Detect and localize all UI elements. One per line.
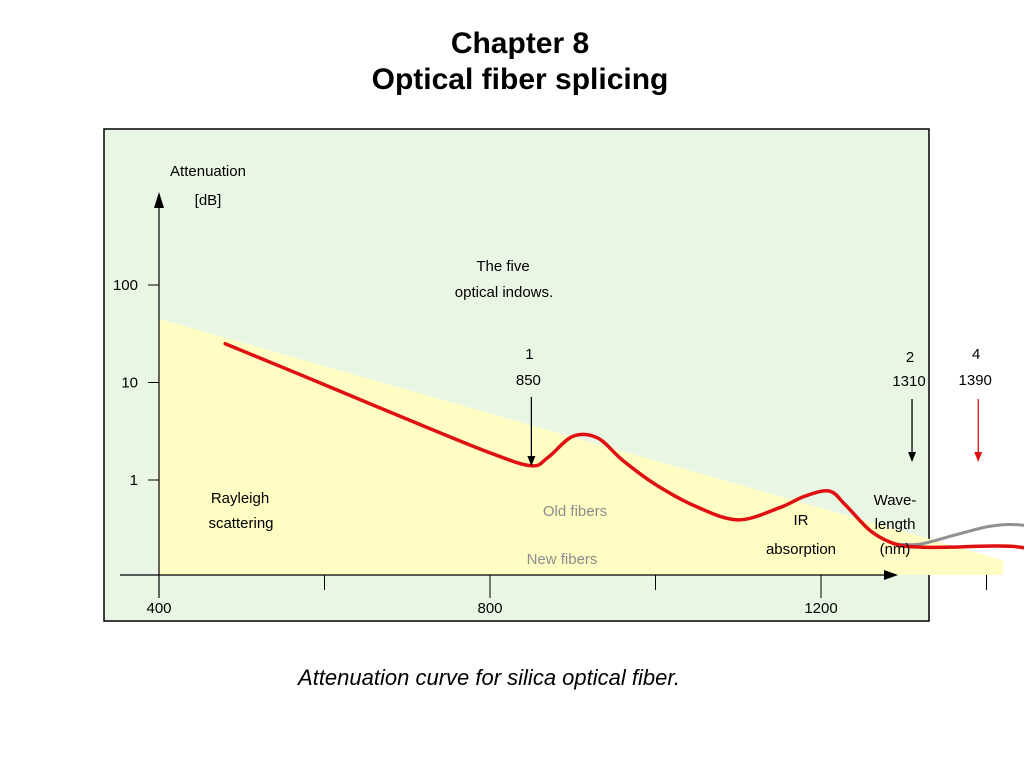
optical-windows: 18502131041390315505161061700 [516,346,992,466]
tick-labels: 400800120016002000110100 [113,277,838,617]
windows-title-line2: optical indows. [455,284,553,301]
rayleigh-label-line2: scattering [208,515,273,532]
y-axis-label-line2: [dB] [195,192,222,209]
new-fibers-curve [223,341,1024,550]
x-tick-label: 400 [146,600,171,617]
window-number: 2 [906,349,914,366]
old-fibers-label: Old fibers [543,503,607,520]
window-arrowhead [527,456,536,466]
window-arrowhead [974,452,983,462]
rayleigh-region [159,318,1004,575]
rayleigh-label-line1: Rayleigh [211,490,269,507]
attenuation-chart: 400800120016002000110100 185021310413903… [103,128,1024,622]
window-number: 1 [525,346,533,363]
y-tick-label: 100 [113,277,138,294]
x-axis-label-line3: (nm) [880,541,911,558]
ir-label-line1: IR [794,512,809,529]
slide-title: Chapter 8 Optical fiber splicing [0,26,1024,98]
window-wavelength: 850 [516,372,541,389]
y-axis-arrowhead [154,192,164,208]
figure-caption: Attenuation curve for silica optical fib… [298,665,680,690]
window-wavelength: 1310 [892,373,925,390]
y-tick-label: 1 [130,472,138,489]
x-axis-label-line2: length [875,516,916,533]
x-axis-label-line1: Wave- [874,492,917,509]
window-arrowhead [908,452,917,462]
windows-title-line1: The five [476,258,529,275]
ir-label-line2: absorption [766,541,836,558]
chapter-subtitle: Optical fiber splicing [371,63,669,96]
window-number: 4 [972,346,980,363]
window-wavelength: 1390 [959,372,992,389]
y-tick-label: 10 [121,375,138,392]
old-fibers-curve [894,522,1024,547]
new-fibers-label: New fibers [527,551,598,568]
y-axis-label-line1: Attenuation [170,163,246,180]
x-axis-arrowhead [884,570,898,580]
x-tick-label: 1200 [804,600,837,617]
x-tick-label: 800 [477,600,502,617]
chapter-heading: Chapter 8 [450,27,590,60]
